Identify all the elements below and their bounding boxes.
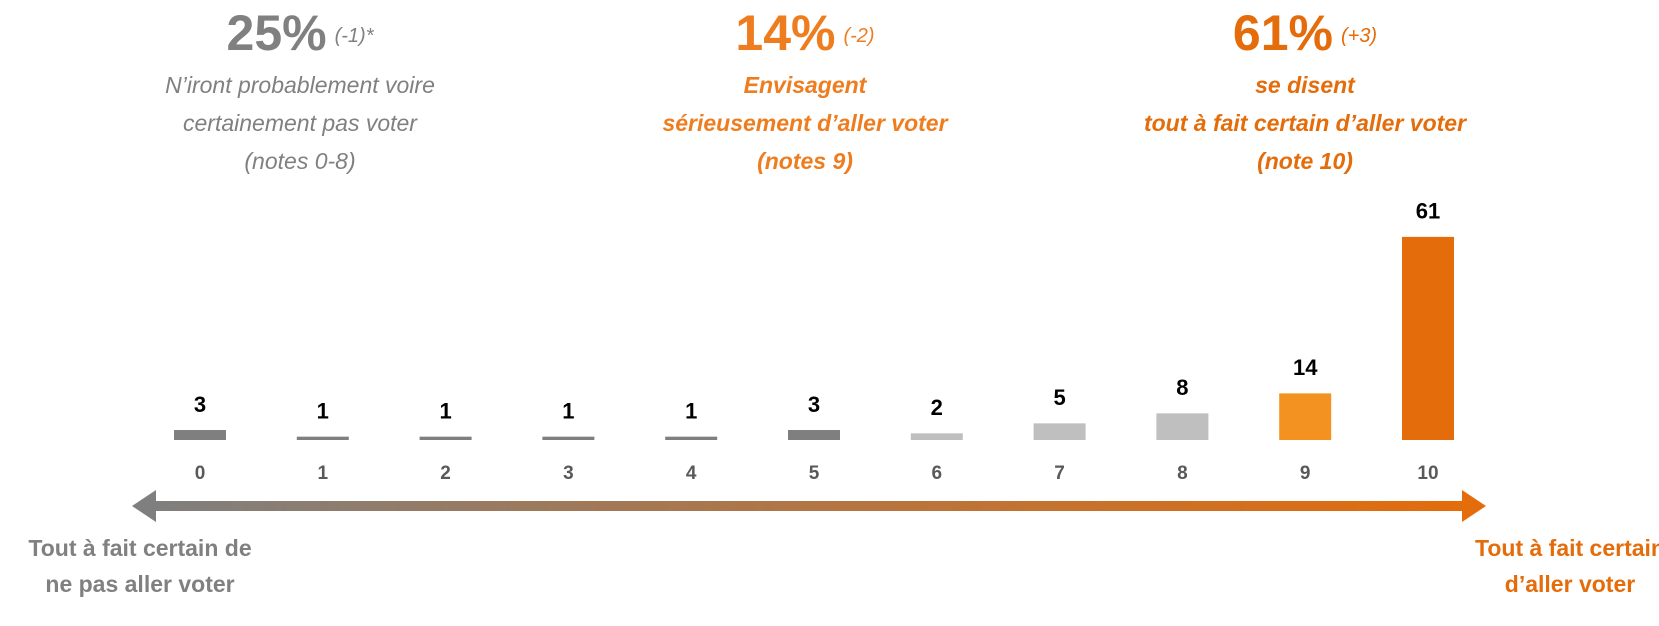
- bar: [174, 430, 226, 440]
- x-tick-label: 9: [1300, 463, 1311, 484]
- annotation-line: (note 10): [1257, 148, 1353, 174]
- axis-left-label: ne pas aller voter: [45, 571, 234, 597]
- x-tick-label: 3: [563, 463, 574, 484]
- data-label: 2: [931, 395, 943, 420]
- data-label: 14: [1293, 355, 1318, 380]
- annotation-line: tout à fait certain d’aller voter: [1144, 110, 1467, 136]
- axis-left-label: Tout à fait certain de: [28, 535, 251, 561]
- bar: [665, 436, 718, 440]
- bar: [910, 433, 963, 440]
- annotation-line: Envisagent: [744, 72, 868, 98]
- annotation-headline: 61% (+3): [1233, 5, 1377, 61]
- annotation-percent: 61%: [1233, 5, 1333, 61]
- x-tick-label: 10: [1417, 463, 1438, 484]
- x-tick-label: 8: [1177, 463, 1188, 484]
- annotation-change: (-2): [843, 25, 874, 47]
- annotation-percent: 25%: [227, 5, 327, 61]
- annotation-line: certainement pas voter: [183, 110, 418, 136]
- axis-right-label: Tout à fait certain: [1475, 535, 1659, 561]
- data-label: 3: [808, 392, 820, 417]
- bar: [788, 430, 840, 440]
- bar: [542, 436, 595, 440]
- annotation-line: (notes 9): [757, 148, 853, 174]
- bar: [1279, 393, 1332, 440]
- bar: [1402, 236, 1454, 440]
- data-label: 61: [1416, 199, 1440, 224]
- bar: [296, 436, 349, 440]
- bar: [1033, 423, 1086, 440]
- axis-right-label: d’aller voter: [1505, 571, 1635, 597]
- x-tick-label: 0: [195, 463, 206, 484]
- annotation-headline: 25% (-1)*: [227, 5, 375, 61]
- x-tick-label: 4: [686, 463, 697, 484]
- data-label: 8: [1176, 375, 1188, 400]
- data-label: 1: [562, 398, 574, 423]
- data-label: 5: [1053, 385, 1065, 410]
- bar: [1156, 413, 1209, 440]
- x-tick-label: 5: [809, 463, 820, 484]
- data-label: 1: [317, 398, 329, 423]
- annotation-percent: 14%: [735, 5, 835, 61]
- x-tick-label: 6: [932, 463, 943, 484]
- annotation-change: (+3): [1341, 25, 1377, 47]
- annotation-line: N’iront probablement voire: [165, 72, 435, 98]
- bar: [419, 436, 472, 440]
- scale-arrow: [132, 490, 1486, 522]
- x-tick-label: 7: [1054, 463, 1065, 484]
- annotation-headline: 14% (-2): [735, 5, 874, 61]
- annotation-line: sérieusement d’aller voter: [662, 110, 948, 136]
- data-label: 1: [685, 398, 697, 423]
- data-label: 1: [439, 398, 451, 423]
- x-tick-label: 1: [318, 463, 329, 484]
- x-tick-label: 2: [440, 463, 451, 484]
- data-label: 3: [194, 392, 206, 417]
- annotation-line: (notes 0-8): [244, 148, 355, 174]
- annotation-line: se disent: [1255, 72, 1356, 98]
- annotation-change: (-1)*: [335, 25, 375, 47]
